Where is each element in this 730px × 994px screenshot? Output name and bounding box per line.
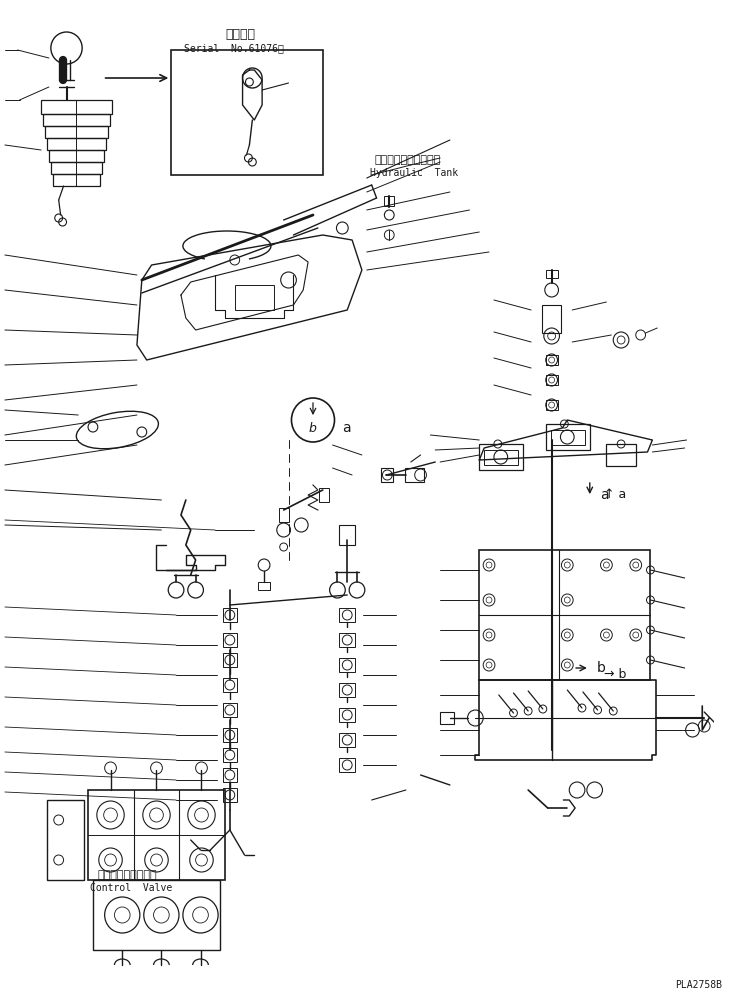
Bar (546, 400, 558, 410)
Bar (319, 488, 328, 502)
Bar (546, 355, 558, 365)
Bar (339, 525, 355, 545)
Bar (339, 683, 355, 697)
Bar (223, 608, 237, 622)
Bar (339, 733, 355, 747)
Bar (550, 430, 585, 445)
Bar (223, 768, 237, 782)
Bar (43, 114, 110, 126)
Bar (223, 748, 237, 762)
Bar (171, 50, 323, 175)
Bar (258, 582, 270, 590)
Bar (385, 196, 394, 206)
Bar (440, 712, 454, 724)
Bar (339, 708, 355, 722)
Bar (484, 450, 518, 465)
Text: a: a (342, 421, 351, 435)
Bar (339, 658, 355, 672)
Bar (405, 468, 424, 482)
Text: コントロールバルブ: コントロールバルブ (98, 870, 158, 880)
Text: Control  Valve: Control Valve (90, 883, 172, 893)
Bar (93, 880, 220, 950)
Bar (339, 633, 355, 647)
Bar (47, 800, 84, 880)
Bar (51, 162, 101, 174)
Bar (223, 633, 237, 647)
Bar (223, 653, 237, 667)
Bar (546, 375, 558, 385)
Text: → b: → b (604, 668, 627, 681)
Bar (223, 788, 237, 802)
Bar (480, 444, 523, 470)
Bar (382, 468, 393, 482)
Text: b: b (308, 421, 316, 434)
Bar (41, 100, 112, 114)
Bar (546, 270, 558, 278)
Text: b: b (596, 661, 605, 675)
Text: PLA2758B: PLA2758B (675, 980, 722, 990)
Text: a: a (601, 488, 609, 502)
Bar (223, 678, 237, 692)
Bar (235, 285, 274, 310)
Bar (49, 150, 104, 162)
Bar (542, 305, 561, 333)
Text: Serial  No.61076～: Serial No.61076～ (184, 43, 284, 53)
Bar (339, 608, 355, 622)
Bar (223, 703, 237, 717)
Bar (339, 758, 355, 772)
Bar (279, 508, 288, 522)
Text: 適用号機: 適用号機 (225, 28, 255, 41)
Bar (223, 728, 237, 742)
Text: Hydraulic  Tank: Hydraulic Tank (369, 168, 458, 178)
Bar (53, 174, 100, 186)
Text: ↑ a: ↑ a (604, 488, 626, 501)
Bar (88, 790, 225, 880)
Bar (45, 126, 107, 138)
Bar (47, 138, 106, 150)
Text: ハイドロリックタンク: ハイドロリックタンク (374, 155, 441, 165)
Bar (607, 444, 636, 466)
Bar (546, 424, 590, 450)
Bar (480, 550, 650, 680)
